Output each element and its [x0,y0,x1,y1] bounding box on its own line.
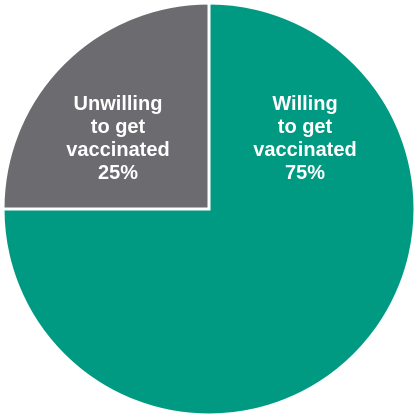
pie-slice-label-line: to get [91,116,146,138]
pie-slice-label-line: to get [278,116,333,138]
pie-slice-value-label: 75% [285,162,325,184]
pie-slice-label-0: Unwilling to get vaccinated 25% [66,93,169,184]
pie-slice-value-label: 25% [98,162,138,184]
pie-slice-0 [1,1,211,211]
pie-slice-label-line: vaccinated [253,139,356,161]
pie-slice-label-line: Willing [272,93,337,115]
pie-slice-label-line: vaccinated [66,139,169,161]
pie-slice-label-1: Willing to get vaccinated 75% [253,93,356,184]
pie-slice-label-line: Unwilling [74,93,163,115]
